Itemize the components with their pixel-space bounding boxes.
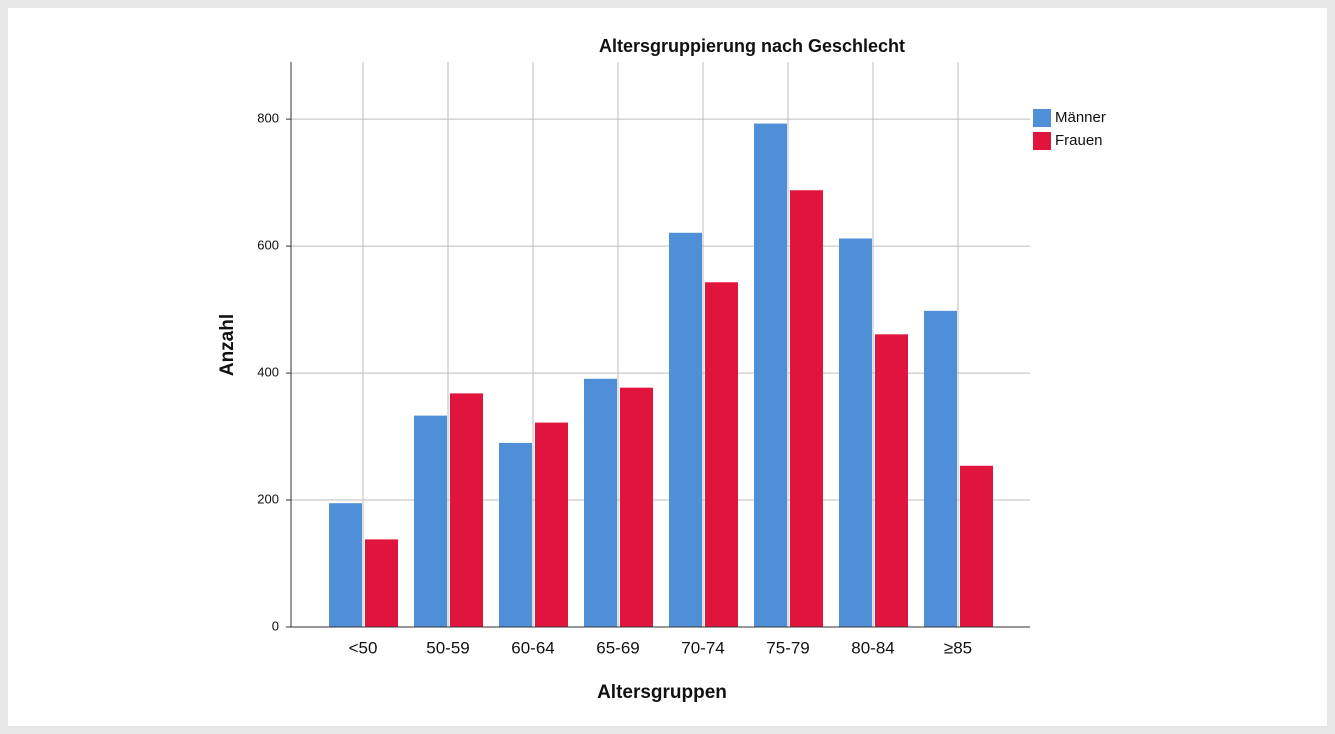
y-tick-label: 0: [272, 618, 279, 633]
x-tick-label: 75-79: [766, 638, 809, 657]
x-tick-label: 80-84: [851, 638, 894, 657]
legend-swatch: [1033, 109, 1051, 127]
x-tick-label: 65-69: [596, 638, 639, 657]
bar: [960, 465, 993, 627]
y-tick-label: 600: [257, 238, 279, 253]
x-tick-label: 50-59: [426, 638, 469, 657]
x-tick-label: <50: [349, 638, 378, 657]
bar: [535, 422, 568, 627]
chart-title: Altersgruppierung nach Geschlecht: [599, 36, 905, 56]
bar: [669, 232, 702, 628]
y-tick-label: 400: [257, 365, 279, 380]
bar: [705, 282, 738, 627]
bar: [450, 393, 483, 627]
chart-background: [8, 8, 1327, 726]
legend-label: Frauen: [1055, 132, 1103, 149]
bar: [499, 442, 532, 627]
bar: [584, 378, 617, 627]
y-axis-label: Anzahl: [217, 314, 238, 376]
x-tick-label: ≥85: [944, 638, 972, 657]
bar: [790, 190, 823, 627]
bar: [924, 310, 957, 627]
x-tick-label: 70-74: [681, 638, 724, 657]
bar: [875, 334, 908, 627]
bar: [414, 415, 447, 627]
bar: [620, 387, 653, 627]
legend-label: Männer: [1055, 109, 1106, 126]
bar: [839, 238, 872, 627]
legend-swatch: [1033, 132, 1051, 150]
bar: [754, 123, 787, 628]
x-axis-label: Altersgruppen: [597, 682, 727, 703]
y-tick-label: 200: [257, 491, 279, 506]
y-tick-label: 800: [257, 111, 279, 126]
x-tick-label: 60-64: [511, 638, 554, 657]
bar: [329, 503, 362, 627]
bar: [365, 539, 398, 627]
